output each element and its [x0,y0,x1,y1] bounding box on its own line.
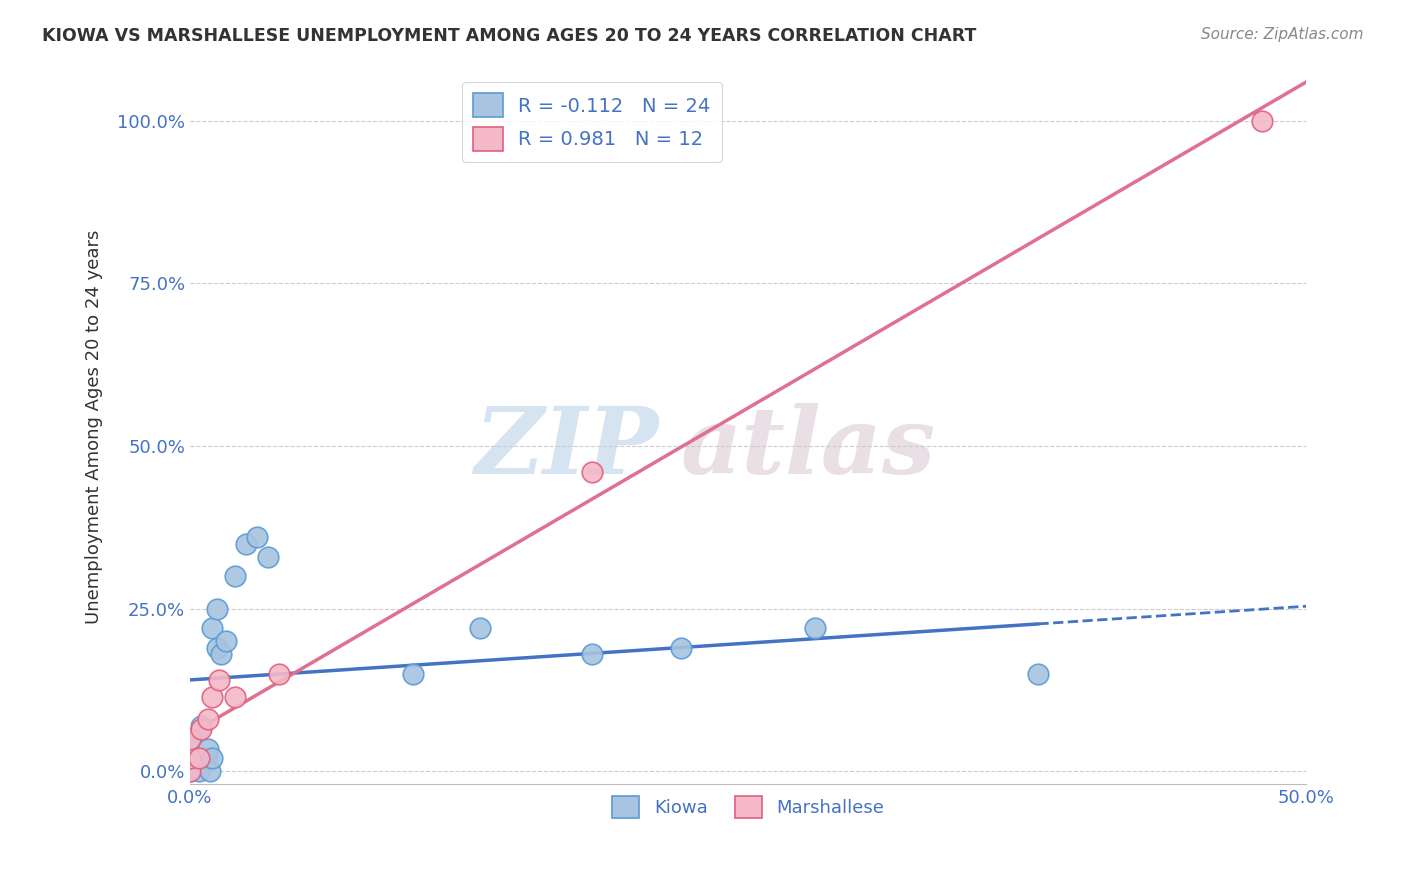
Point [402,666,425,681]
Point [246,530,269,544]
Text: Source: ZipAtlas.com: Source: ZipAtlas.com [1201,27,1364,42]
Point [179,731,201,746]
Text: KIOWA VS MARSHALLESE UNEMPLOYMENT AMONG AGES 20 TO 24 YEARS CORRELATION CHART: KIOWA VS MARSHALLESE UNEMPLOYMENT AMONG … [42,27,977,45]
Point [198,764,221,779]
Point [209,647,232,661]
Point [215,634,238,648]
Point [671,640,693,655]
Point [205,640,228,655]
Point [224,690,246,704]
Point [581,647,603,661]
Point [179,731,201,746]
Point [804,621,827,635]
Point [179,764,201,779]
Point [581,465,603,479]
Text: ZIP: ZIP [475,403,659,493]
Point [197,712,219,726]
Point [470,621,492,635]
Point [179,745,201,759]
Point [201,621,224,635]
Point [269,666,291,681]
Point [235,536,257,550]
Point [188,751,211,765]
Point [190,719,212,733]
Point [201,751,224,765]
Point [208,673,231,688]
Text: atlas: atlas [682,403,936,493]
Y-axis label: Unemployment Among Ages 20 to 24 years: Unemployment Among Ages 20 to 24 years [86,229,103,624]
Point [179,751,201,765]
Point [188,764,211,779]
Point [1028,666,1050,681]
Point [194,751,217,765]
Legend: Kiowa, Marshallese: Kiowa, Marshallese [605,789,891,825]
Point [179,764,201,779]
Point [201,690,224,704]
Point [257,549,280,564]
Point [205,601,228,615]
Point [197,741,219,756]
Point [224,569,246,583]
Point [190,722,212,736]
Point [1250,113,1272,128]
